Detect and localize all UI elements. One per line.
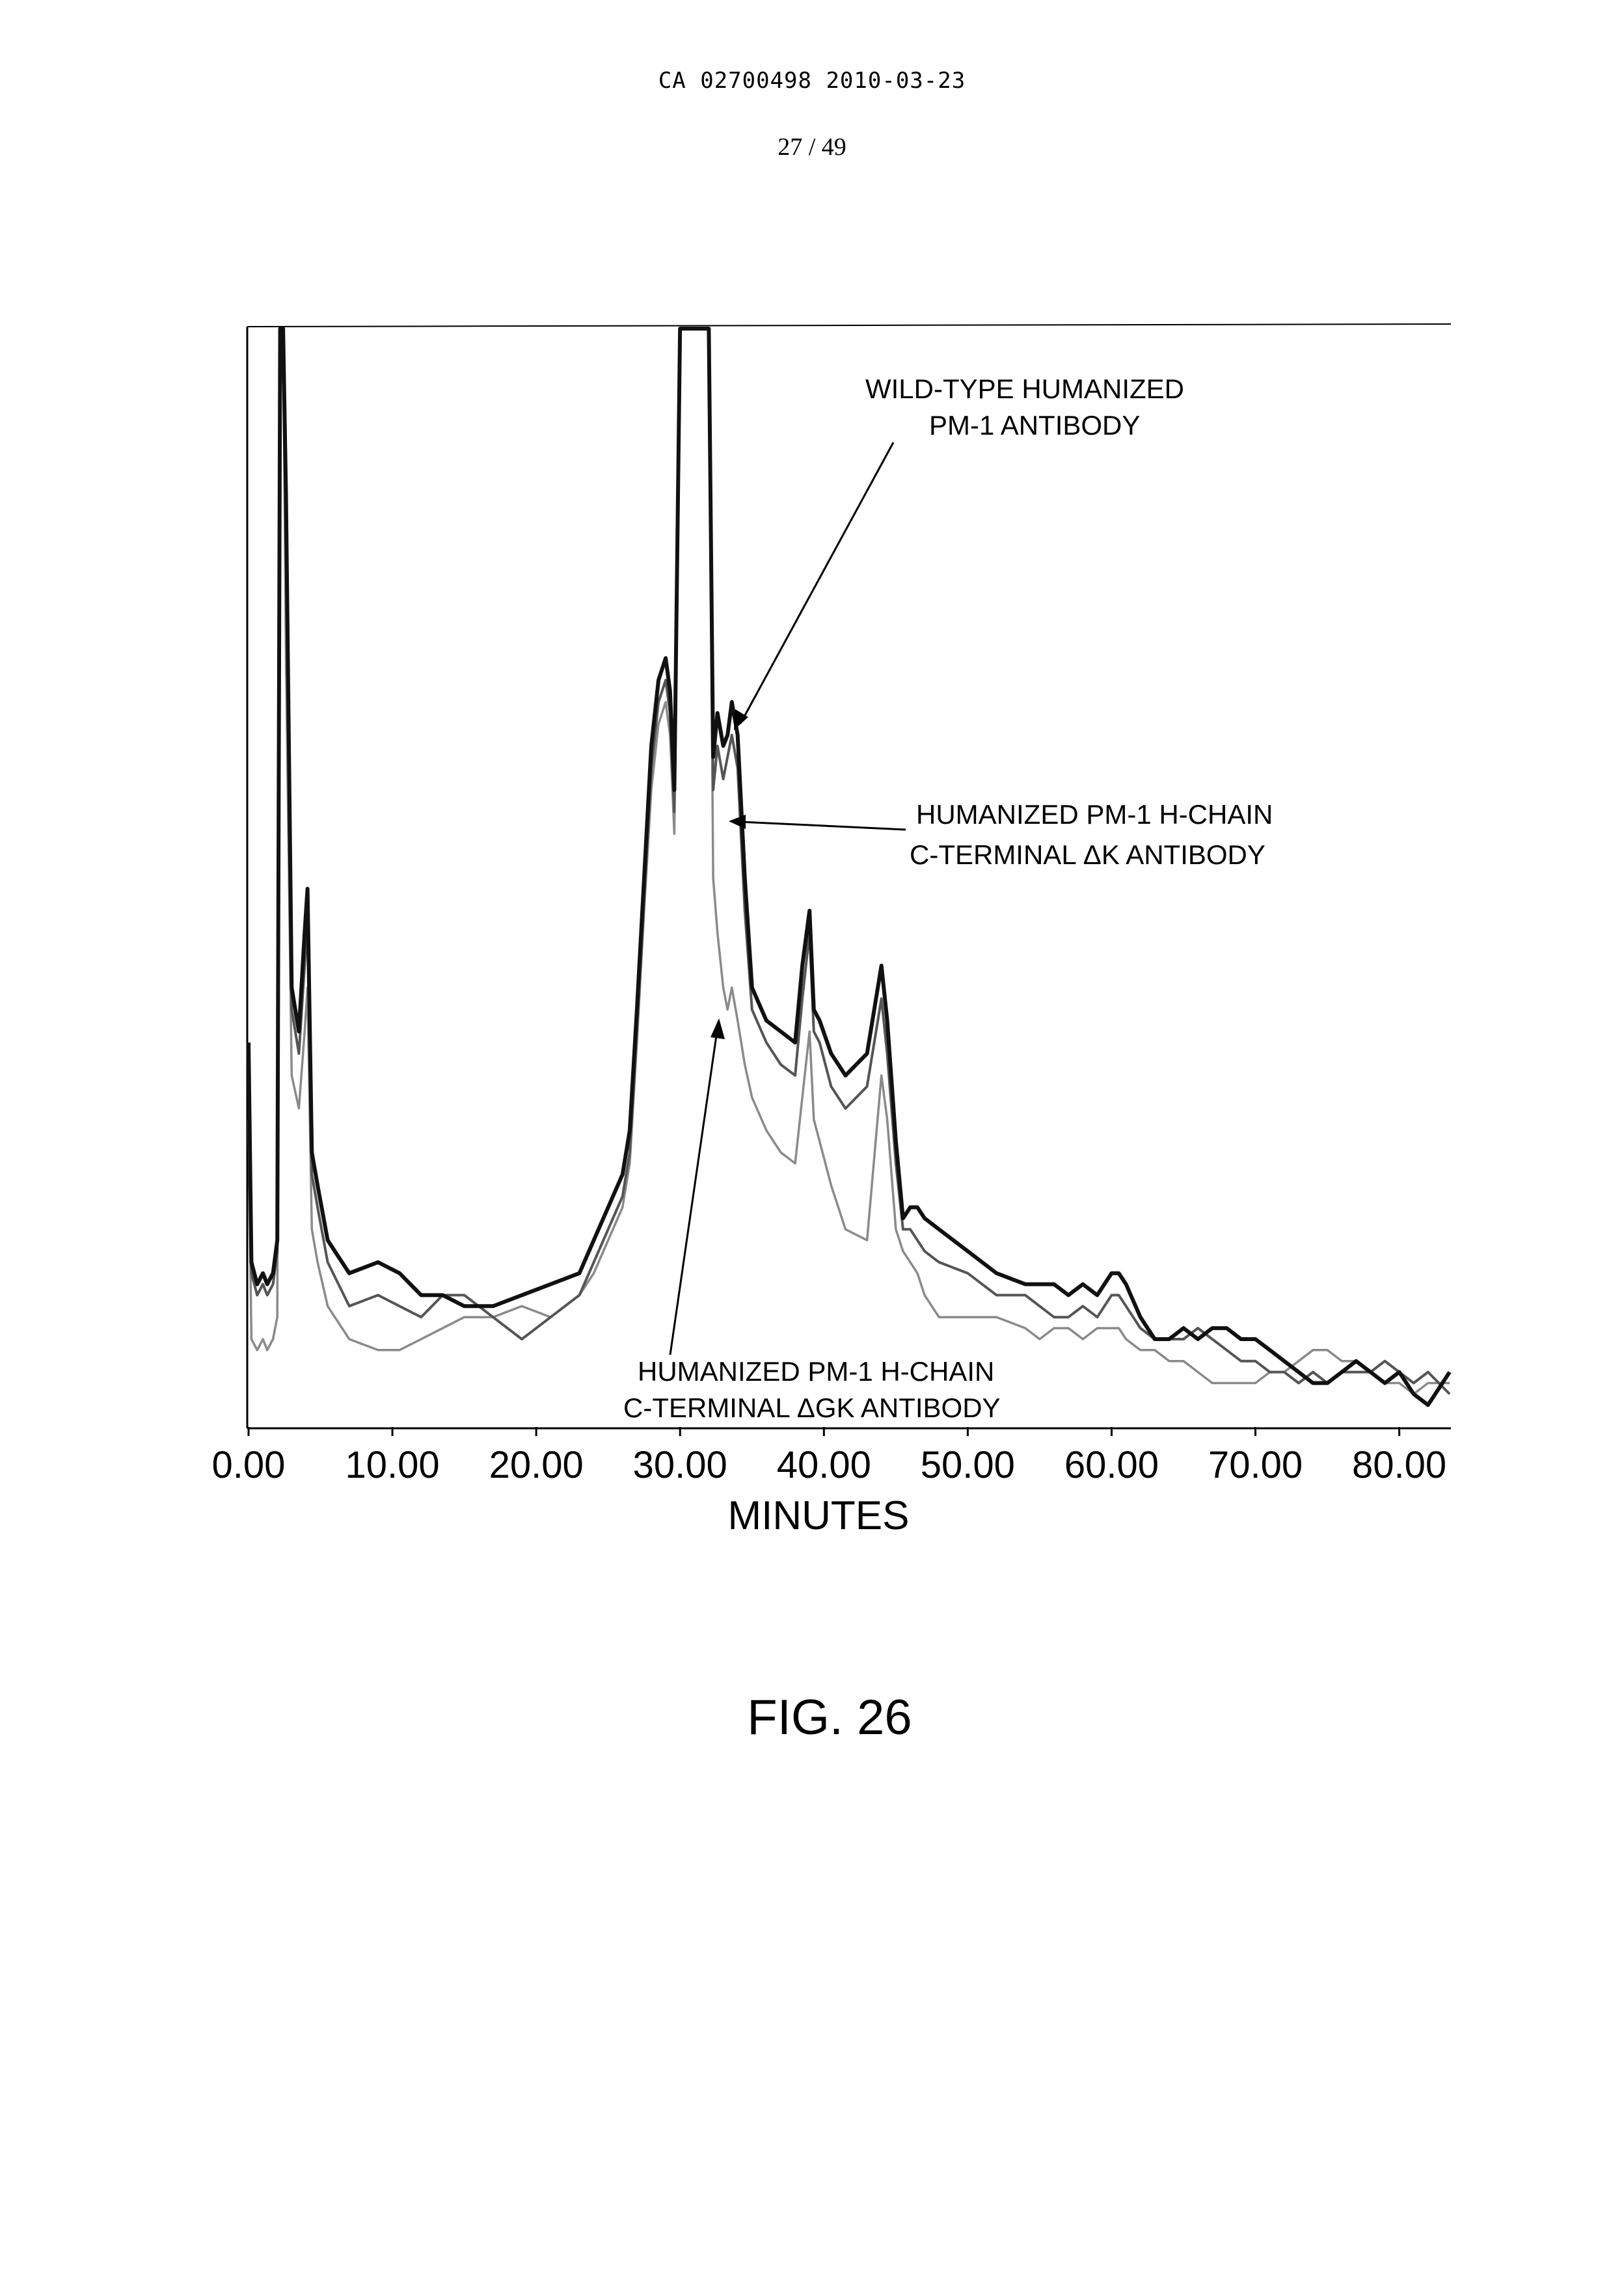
x-axis-tick-labels: 0.00 10.00 20.00 30.00 40.00 50.00 60.00 70.00 8… — [212, 1444, 1447, 1486]
series-line-dk — [249, 329, 1450, 1394]
annotation-wild-type-line1: WILD-TYPE HUMANIZED — [865, 374, 1184, 404]
series-line-wild — [249, 329, 1450, 1405]
plot-frame — [247, 324, 1451, 1428]
annotation-dk-arrowhead — [729, 815, 746, 829]
x-axis-title: MINUTES — [728, 1493, 910, 1538]
x-tick-label: 10.00 — [345, 1444, 439, 1486]
annotation-dk-line1: HUMANIZED PM-1 H-CHAIN — [916, 799, 1273, 830]
annotation-dgk-line2: C-TERMINAL ΔGK ANTIBODY — [623, 1392, 1001, 1423]
x-tick-label: 60.00 — [1064, 1444, 1159, 1486]
annotation-wild-type: WILD-TYPE HUMANIZED PM-1 ANTIBODY — [734, 374, 1184, 730]
annotation-dk: HUMANIZED PM-1 H-CHAIN C-TERMINAL ΔK ANT… — [729, 799, 1273, 870]
annotation-dk-arrow — [740, 822, 906, 830]
series-line-dgk — [249, 329, 1450, 1394]
figure-caption: FIG. 26 — [747, 1690, 912, 1745]
x-tick-label: 20.00 — [489, 1444, 584, 1486]
annotation-dk-line2: C-TERMINAL ΔK ANTIBODY — [910, 839, 1265, 870]
x-tick-label: 0.00 — [212, 1444, 286, 1486]
x-tick-label: 80.00 — [1352, 1444, 1446, 1486]
x-tick-label: 70.00 — [1208, 1444, 1303, 1486]
x-tick-label: 40.00 — [777, 1444, 871, 1486]
annotation-dgk-line1: HUMANIZED PM-1 H-CHAIN — [638, 1356, 994, 1387]
annotation-wild-type-line2: PM-1 ANTIBODY — [929, 410, 1140, 441]
x-tick-label: 30.00 — [633, 1444, 727, 1486]
annotation-dgk-arrowhead — [710, 1018, 725, 1039]
annotation-wild-type-arrow — [740, 442, 893, 724]
series-layer — [249, 329, 1450, 1405]
top-frame-line — [247, 324, 1451, 327]
annotation-dgk-arrow — [670, 1031, 717, 1355]
x-tick-label: 50.00 — [921, 1444, 1015, 1486]
